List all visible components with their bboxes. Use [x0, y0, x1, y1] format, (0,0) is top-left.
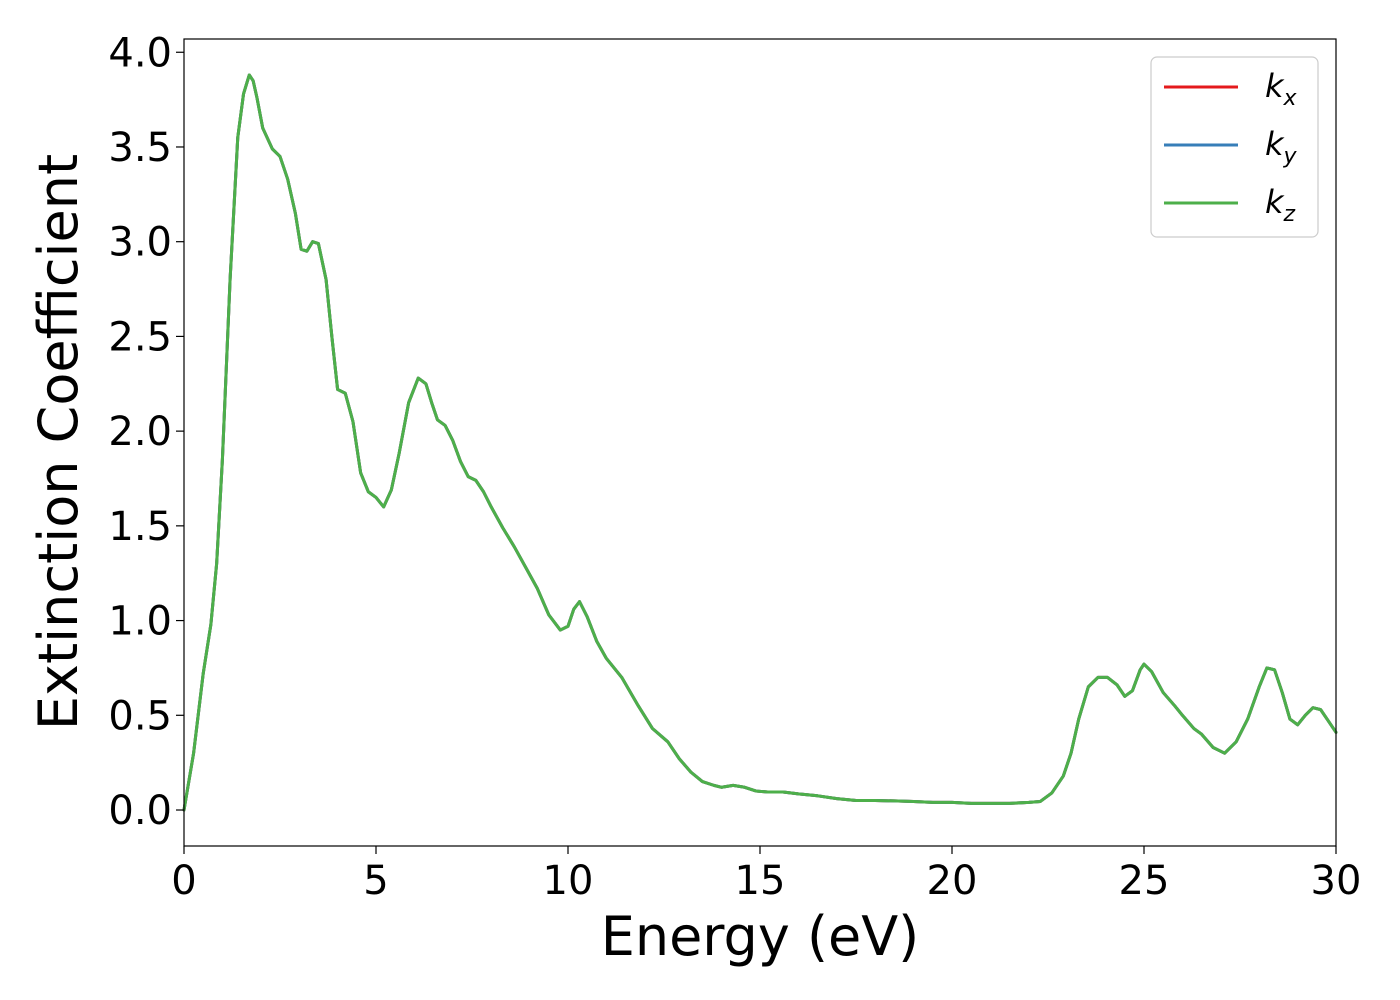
x-tick-label: 15: [735, 858, 786, 904]
legend-label-kz: kz: [1265, 183, 1296, 227]
series-layer: [182, 73, 1338, 812]
series-line-k-z: [182, 73, 1338, 812]
y-axis-title: Extinction Coefficient: [27, 154, 90, 730]
plot-background: [184, 39, 1336, 846]
y-tick-label: 3.5: [108, 125, 172, 171]
y-tick-label: 3.0: [108, 220, 172, 266]
y-tick-label: 1.0: [108, 599, 172, 645]
legend-box: [1150, 56, 1319, 238]
x-tick-label: 20: [927, 858, 978, 904]
x-axis: 0 5 10 15 20 25 30: [171, 846, 1361, 904]
y-tick-label: 1.5: [108, 504, 172, 550]
x-tick-label: 25: [1119, 858, 1170, 904]
x-axis-title: Energy (eV): [601, 905, 920, 968]
y-axis: 0.0 0.5 1.0 1.5 2.0 2.5 3.0 3.5 4.0: [108, 30, 184, 834]
x-tick-label: 30: [1311, 858, 1362, 904]
y-tick-label: 0.0: [108, 788, 172, 834]
y-tick-label: 2.5: [108, 314, 172, 360]
legend-label-ky: ky: [1265, 125, 1298, 169]
legend: kx ky kz: [1150, 56, 1319, 238]
y-tick-label: 0.5: [108, 693, 172, 739]
x-tick-label: 5: [363, 858, 388, 904]
y-tick-label: 4.0: [108, 30, 172, 76]
legend-label-kx: kx: [1265, 67, 1298, 111]
x-tick-label: 10: [543, 858, 594, 904]
x-tick-label: 0: [171, 858, 196, 904]
y-tick-label: 2.0: [108, 409, 172, 455]
